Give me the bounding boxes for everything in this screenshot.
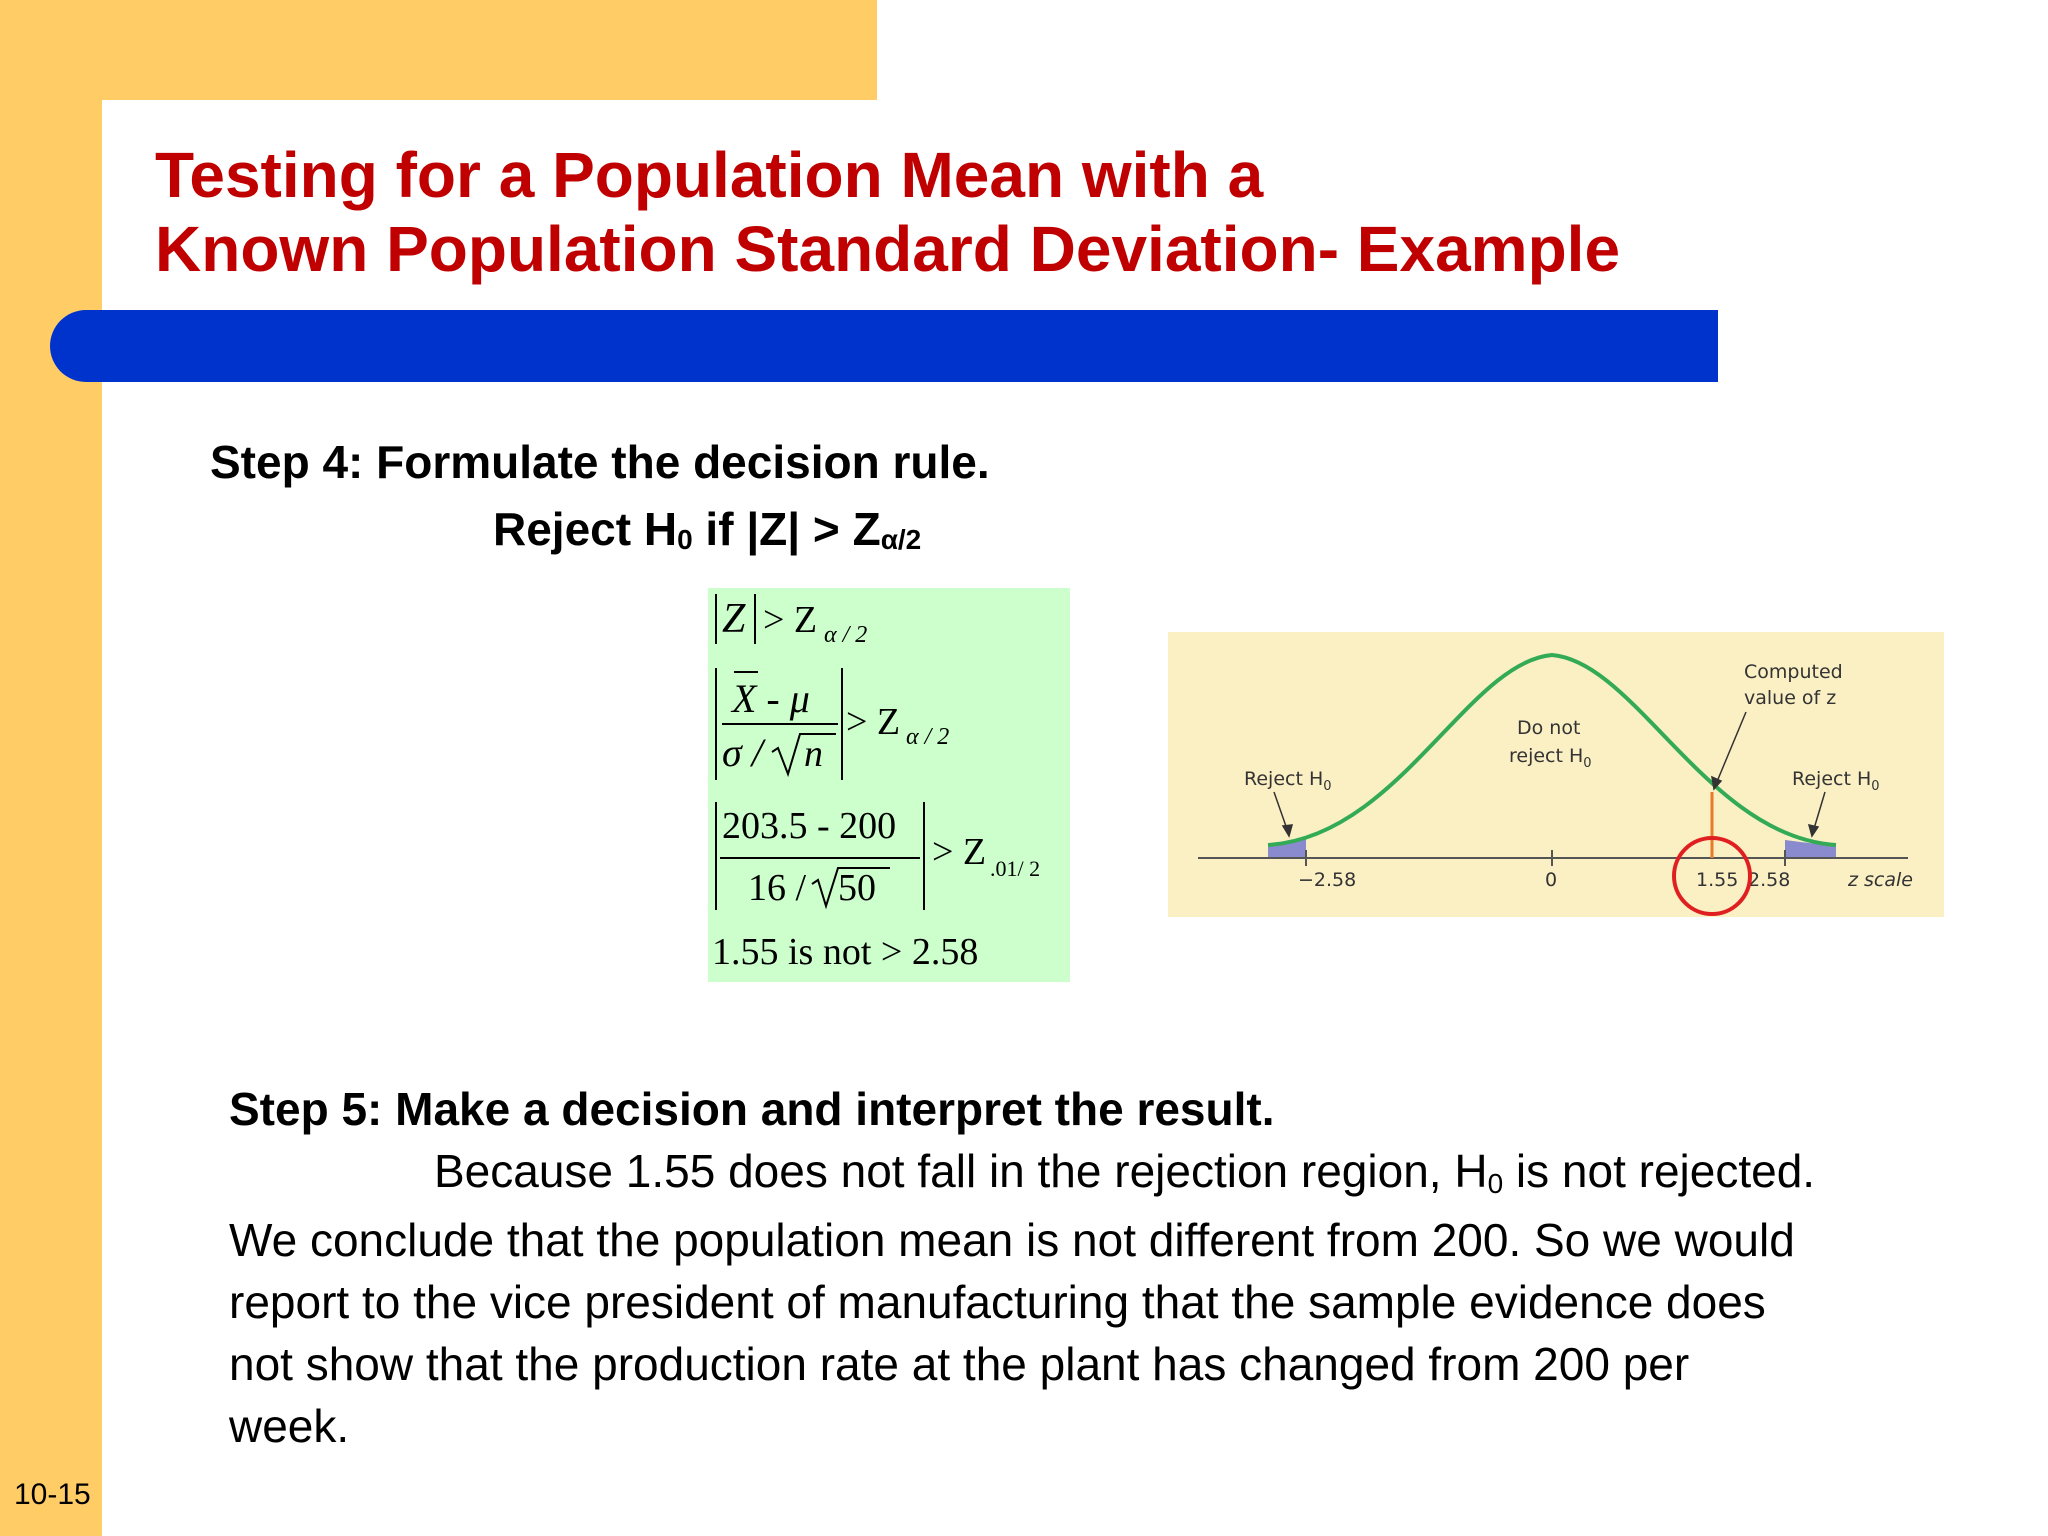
arrow-left-head	[1281, 824, 1294, 838]
top-decor-band	[0, 0, 877, 100]
rule-prefix: Reject H	[493, 503, 678, 555]
formula-svg: Z > Z α / 2 X - μ σ / n > Z α / 2 203.5 …	[712, 594, 1040, 973]
formula-line3-numerator: 203.5 - 200	[722, 805, 896, 847]
formula-line4: 1.55 is not > 2.58	[712, 931, 978, 973]
slide-title-line-2: Known Population Standard Deviation- Exa…	[155, 213, 1621, 285]
arrow-computed	[1715, 711, 1747, 785]
tick-label-pos: 2.58	[1748, 869, 1790, 891]
slide-title: Testing for a Population Mean with a Kno…	[155, 138, 1855, 286]
tick-label-neg: −2.58	[1298, 869, 1356, 891]
figure-background	[1168, 632, 1944, 917]
step4-heading: Step 4: Formulate the decision rule.	[210, 436, 990, 488]
conclusion-line-2: We conclude that the population mean is …	[229, 1214, 1795, 1266]
rule-h-subscript: 0	[677, 524, 693, 555]
slide-number: 10-15	[14, 1478, 91, 1511]
computed-value-circle	[1672, 836, 1752, 916]
formula-line2-root: n	[804, 733, 823, 775]
conclusion-paragraph: Because 1.55 does not fall in the reject…	[229, 1140, 2009, 1457]
arrow-right-head	[1807, 823, 1820, 838]
formula-line2-denominator: σ /	[722, 730, 767, 775]
conclusion-line-4: not show that the production rate at the…	[229, 1338, 1690, 1390]
sqrt-sign	[771, 733, 836, 778]
formula-line3-sub: .01/ 2	[990, 856, 1040, 881]
formula-line3-root: 50	[838, 867, 876, 909]
normal-curve-svg: Reject H0 Do not reject H0 Computed valu…	[1168, 632, 1944, 917]
slide-title-line-1: Testing for a Population Mean with a	[155, 139, 1264, 211]
left-decor-band	[0, 0, 102, 1536]
title-underline-bar	[50, 310, 1718, 382]
tick-label-zero: 0	[1545, 869, 1557, 891]
label-reject-right: Reject H0	[1792, 768, 1880, 794]
rejection-region-figure: Reject H0 Do not reject H0 Computed valu…	[1168, 632, 1944, 917]
label-computed: Computed	[1744, 661, 1843, 683]
rule-z-subscript: α/2	[880, 524, 922, 555]
formula-box: Z > Z α / 2 X - μ σ / n > Z α / 2 203.5 …	[708, 588, 1070, 982]
axis-label: z scale	[1847, 869, 1913, 891]
label-value-of-z: value of z	[1744, 687, 1836, 709]
formula-line2-numerator: X - μ	[730, 676, 810, 721]
label-do-not: Do not	[1517, 717, 1580, 739]
formula-line1-z: Z	[722, 596, 746, 642]
label-reject-left: Reject H0	[1244, 768, 1332, 794]
arrow-right-tail	[1812, 791, 1826, 833]
label-do-not-reject: reject H0	[1509, 745, 1592, 771]
formula-line1-rhs: > Z	[763, 599, 817, 641]
formula-line2-rhs: > Z	[846, 701, 900, 743]
normal-curve	[1267, 652, 1837, 847]
formula-line3-rhs: > Z	[932, 831, 986, 873]
step5-heading: Step 5: Make a decision and interpret th…	[229, 1083, 1275, 1135]
formula-line3-denominator: 16 /	[748, 867, 807, 909]
formula-line1-sub: α / 2	[824, 622, 867, 648]
rule-middle: if |Z| > Z	[692, 503, 881, 555]
decision-rule: Reject H0 if |Z| > Zα/2	[493, 502, 921, 556]
arrow-computed-head	[1711, 775, 1723, 791]
formula-line2-sub: α / 2	[906, 724, 949, 750]
conclusion-line-5: week.	[229, 1400, 350, 1452]
conclusion-line-1: Because 1.55 does not fall in the reject…	[434, 1145, 1816, 1199]
conclusion-line-3: report to the vice president of manufact…	[229, 1276, 1766, 1328]
sqrt-sign	[811, 867, 890, 910]
tick-label-computed: 1.55	[1696, 869, 1738, 891]
